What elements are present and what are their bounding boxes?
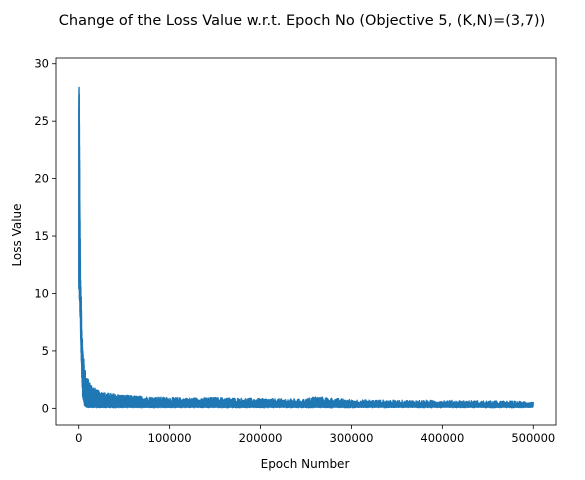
plot-area [78,86,534,409]
y-tick-label-5: 25 [34,114,49,128]
x-tick-label-2: 200000 [239,431,283,445]
y-tick-label-6: 30 [34,57,49,71]
series-line-0 [78,86,534,409]
y-axis-ticks: 0 5 10 15 20 25 30 [34,57,56,415]
x-tick-label-3: 300000 [330,431,374,445]
chart-title: Change of the Loss Value w.r.t. Epoch No… [59,13,546,29]
x-tick-label-0: 0 [75,431,82,445]
y-tick-label-2: 10 [34,286,49,300]
x-tick-label-5: 500000 [511,431,555,445]
x-axis-ticks: 0 100000 200000 300000 400000 500000 [75,425,555,445]
axes-frame [55,57,557,426]
x-tick-label-4: 400000 [420,431,464,445]
y-tick-label-3: 15 [34,229,49,243]
y-axis-label: Loss Value [10,203,24,266]
x-axis-label: Epoch Number [261,457,350,471]
y-tick-label-1: 5 [42,344,49,358]
y-tick-label-0: 0 [42,401,49,415]
y-tick-label-4: 20 [34,172,49,186]
series-band-0 [78,175,534,408]
x-tick-label-1: 100000 [148,431,192,445]
